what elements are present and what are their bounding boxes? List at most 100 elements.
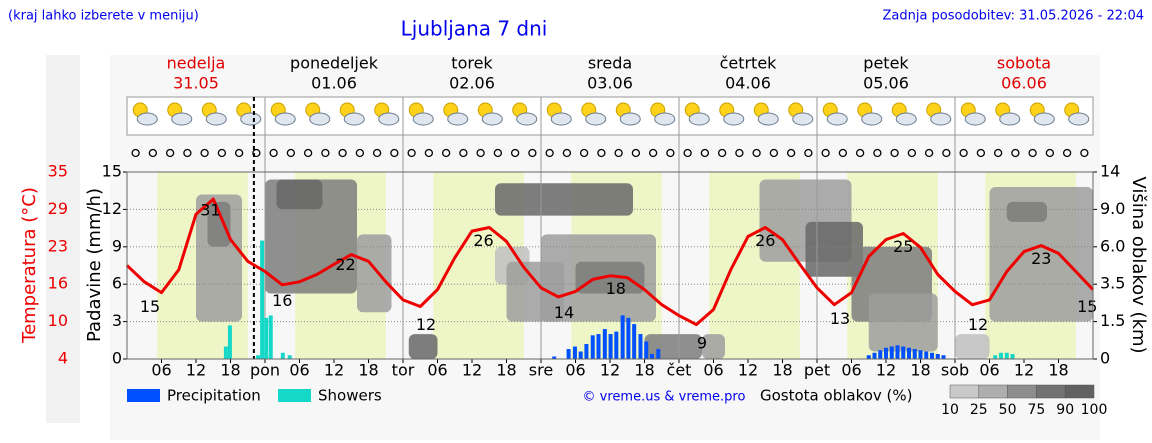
weather-icon (339, 102, 365, 126)
wind-symbol (631, 148, 641, 158)
icon-cloud (136, 112, 158, 126)
precip-bar (608, 334, 613, 359)
precip-bar (935, 354, 940, 359)
wind-symbol (510, 148, 520, 158)
temp-label: 26 (473, 231, 493, 250)
wind-symbol (597, 148, 606, 158)
weather-icon (788, 102, 814, 126)
plot-frame (126, 171, 1094, 360)
weather-icon (408, 102, 434, 126)
x-tick-label: 06 (979, 361, 999, 380)
icon-cloud (1068, 112, 1090, 126)
y2-tick-label: 9.0 (1100, 199, 1125, 218)
precip-tick-label: 9 (112, 236, 122, 255)
icon-cloud (171, 112, 193, 126)
x-tick-label: 12 (600, 361, 620, 380)
x-tick-label: 18 (1048, 361, 1068, 380)
wind-symbol (717, 148, 727, 158)
wind-symbol (873, 148, 882, 158)
cloud-scale-box (1036, 384, 1066, 399)
y-tick-label: 23 (48, 236, 68, 255)
wind-symbol (321, 148, 330, 158)
temperature-line (125, 197, 1095, 327)
note-left: (kraj lahko izberete v meniju) (8, 9, 199, 24)
wind-symbol (1045, 148, 1055, 158)
cloud-scale-label: 75 (1027, 402, 1045, 418)
precip-tick-label: 3 (112, 311, 122, 330)
wind-symbol (648, 148, 658, 158)
temp-label: 9 (697, 333, 707, 352)
temp-label: 12 (968, 315, 988, 334)
wind-symbol (493, 148, 503, 158)
day-date: 01.06 (311, 74, 357, 93)
x-tick-label: 06 (565, 361, 585, 380)
weather-icon (615, 102, 641, 126)
precip-bar (260, 240, 265, 359)
precip-bar (644, 341, 649, 359)
x-tick-label: pet (804, 361, 830, 380)
day-date: 06.06 (1001, 74, 1047, 93)
day-date: 03.06 (587, 74, 633, 93)
legend-swatch (127, 389, 160, 402)
x-tick-label: 18 (910, 361, 930, 380)
wind-symbol (976, 148, 986, 158)
icon-cloud (654, 112, 676, 126)
temp-label: 26 (755, 231, 775, 250)
side-panel (46, 55, 80, 423)
weather-icon (960, 102, 986, 126)
wind-symbol (269, 148, 278, 158)
weather-icon (167, 102, 193, 126)
precip-bar (602, 329, 607, 359)
x-tick-label: 12 (738, 361, 758, 380)
y2-axis-title: Višina oblakov (km) (1128, 176, 1149, 353)
weather-icon (926, 102, 952, 126)
temp-label: 15 (1077, 297, 1097, 316)
day-name: ponedeljek (290, 54, 379, 73)
x-tick-label: 06 (841, 361, 861, 380)
precip-axis-title: Padavine (mm/h) (84, 188, 105, 342)
icon-cloud (481, 112, 503, 126)
x-tick-label: čet (667, 361, 692, 380)
weather-icon (1064, 102, 1090, 126)
icon-cloud (757, 112, 779, 126)
x-tick-label: 06 (703, 361, 723, 380)
cloud-cell (805, 221, 863, 277)
precip-bar (993, 355, 998, 359)
weather-icon (581, 102, 607, 126)
precip-bar (918, 350, 923, 359)
wind-symbol (459, 148, 468, 158)
wind-symbol (614, 148, 623, 158)
weather-icon (236, 102, 262, 126)
day-name: nedelja (167, 54, 226, 73)
weather-icon (650, 102, 676, 126)
icon-cloud (205, 112, 227, 126)
day-name: četrtek (720, 54, 778, 73)
y2-tick-label: 14 (1100, 162, 1120, 181)
x-tick-label: 12 (324, 361, 344, 380)
precip-bar (566, 349, 571, 359)
x-tick-label: 18 (496, 361, 516, 380)
cloud-cell (357, 234, 392, 313)
day-date: 05.06 (863, 74, 909, 93)
precip-bar (895, 345, 900, 359)
precip-bar (649, 354, 654, 359)
weather-icon (753, 102, 779, 126)
legend-swatch (278, 389, 311, 402)
icon-cloud (585, 112, 607, 126)
wind-symbol (1080, 148, 1089, 158)
wind-symbol (924, 148, 934, 158)
weather-icon (132, 102, 158, 126)
wind-symbol (252, 148, 261, 158)
copyright: © vreme.us & vreme.pro (583, 390, 746, 405)
wind-symbol (683, 148, 692, 158)
precip-bar (999, 352, 1003, 359)
wind-symbol (735, 148, 744, 158)
wind-symbol (752, 148, 761, 158)
wind-symbol (1011, 148, 1020, 158)
icon-cloud (688, 112, 710, 126)
wind-symbol (942, 148, 951, 158)
icon-cloud (826, 112, 848, 126)
temp-label: 16 (272, 291, 292, 310)
precip-bar (872, 352, 877, 359)
